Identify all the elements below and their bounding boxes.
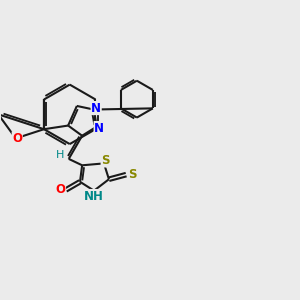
Text: O: O — [12, 132, 22, 145]
Text: H: H — [56, 150, 64, 160]
Text: S: S — [101, 154, 110, 167]
Text: NH: NH — [83, 190, 103, 202]
Text: O: O — [56, 183, 65, 196]
Text: N: N — [91, 102, 101, 115]
Text: N: N — [94, 122, 104, 135]
Text: S: S — [128, 168, 136, 181]
